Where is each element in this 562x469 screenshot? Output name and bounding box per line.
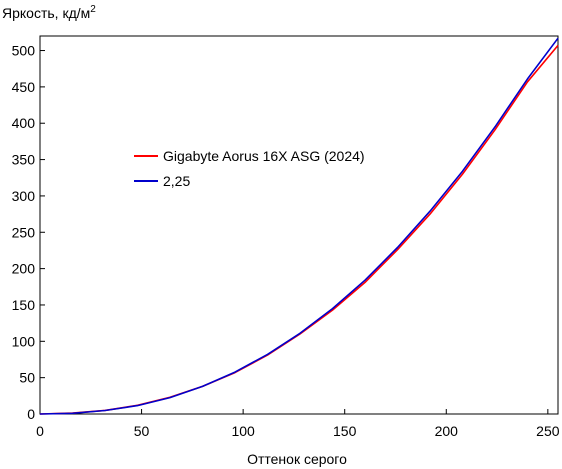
legend-label-gigabyte: Gigabyte Aorus 16X ASG (2024) (163, 148, 365, 164)
y-tick-label: 100 (12, 333, 36, 349)
y-axis-title-superscript: 2 (90, 4, 96, 15)
y-axis: 0 50 100 150 200 250 300 350 400 450 500 (12, 43, 45, 422)
x-tick-label: 0 (36, 423, 44, 439)
x-tick-label: 200 (435, 423, 459, 439)
y-tick-label: 350 (12, 152, 36, 168)
y-tick-label: 450 (12, 79, 36, 95)
y-tick-label: 400 (12, 115, 36, 131)
plot-frame (39, 35, 559, 415)
series-line-gigabyte (39, 44, 559, 415)
y-tick-label: 150 (12, 297, 36, 313)
x-axis: 0 50 100 150 200 250 (36, 409, 560, 439)
x-tick-label: 150 (333, 423, 357, 439)
y-tick-label: 300 (12, 188, 36, 204)
series-line-gamma (39, 37, 559, 415)
x-tick-label: 50 (134, 423, 150, 439)
y-tick-label: 50 (19, 370, 35, 386)
x-tick-label: 250 (536, 423, 560, 439)
y-axis-title: Яркость, кд/м2 (2, 4, 96, 21)
x-tick-label: 100 (231, 423, 255, 439)
y-tick-label: 250 (12, 224, 36, 240)
y-tick-label: 0 (27, 406, 35, 422)
y-tick-label: 500 (12, 43, 36, 59)
legend-label-gamma: 2,25 (163, 173, 190, 189)
legend: Gigabyte Aorus 16X ASG (2024) 2,25 (134, 148, 365, 189)
series-layer (39, 37, 559, 415)
y-tick-label: 200 (12, 261, 36, 277)
plot-area: 0 50 100 150 200 250 300 350 400 450 500 0 50 100 150… (12, 35, 560, 439)
y-axis-title-text: Яркость, кд/м (2, 5, 90, 21)
x-axis-title: Оттенок серого (247, 451, 347, 467)
